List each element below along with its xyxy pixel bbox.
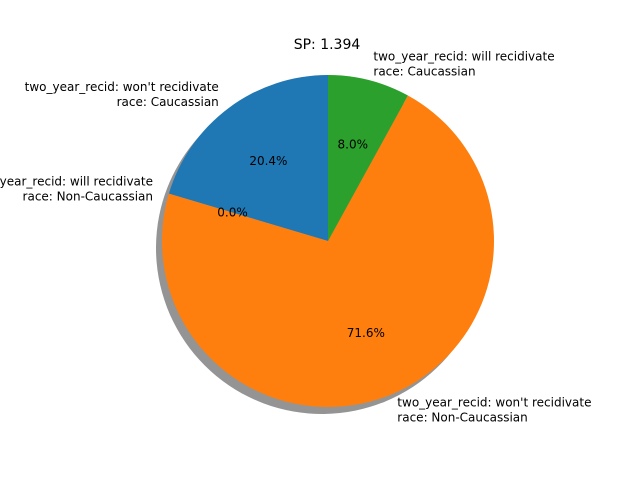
slice-two-year-recid-will-recidivate-race-caucassian — [328, 75, 408, 241]
slice-label-line: two_year_recid: will recidivate — [0, 175, 153, 189]
slice-label-two-year-recid-won-t-recidivate-race-caucassian: two_year_recid: won't recidivate race: Ca… — [25, 80, 219, 109]
slice-label-line: race: Non-Caucassian — [23, 190, 153, 204]
slice-label-two-year-recid-won-t-recidivate-race-non-caucassian: two_year_recid: won't recidivate race: No… — [397, 395, 591, 424]
slice-label-line: two_year_recid: won't recidivate — [25, 80, 219, 94]
pct-label-two-year-recid-will-recidivate-race-non-caucassian: 0.0% — [217, 206, 248, 220]
slice-label-line: two_year_recid: will recidivate — [373, 50, 554, 64]
slice-label-line: race: Caucassian — [373, 65, 475, 79]
slice-label-line: two_year_recid: won't recidivate — [397, 395, 591, 409]
slice-two-year-recid-won-t-recidivate-race-non-caucassian — [161, 95, 494, 408]
pct-label-two-year-recid-won-t-recidivate-race-non-caucassian: 71.6% — [347, 326, 385, 340]
slice-label-line: race: Non-Caucassian — [397, 410, 527, 424]
chart-title: SP: 1.394 — [294, 37, 361, 53]
slice-label-two-year-recid-will-recidivate-race-caucassian: two_year_recid: will recidivate race: Cau… — [373, 50, 554, 79]
slice-label-line: race: Caucassian — [117, 95, 219, 109]
pct-label-two-year-recid-won-t-recidivate-race-caucassian: 20.4% — [249, 154, 287, 168]
pie-slices — [161, 75, 494, 408]
pie-labels: 20.4%two_year_recid: won't recidivate rac… — [0, 50, 591, 425]
slice-two-year-recid-won-t-recidivate-race-caucassian — [168, 75, 328, 241]
pct-label-two-year-recid-will-recidivate-race-caucassian: 8.0% — [338, 138, 369, 152]
